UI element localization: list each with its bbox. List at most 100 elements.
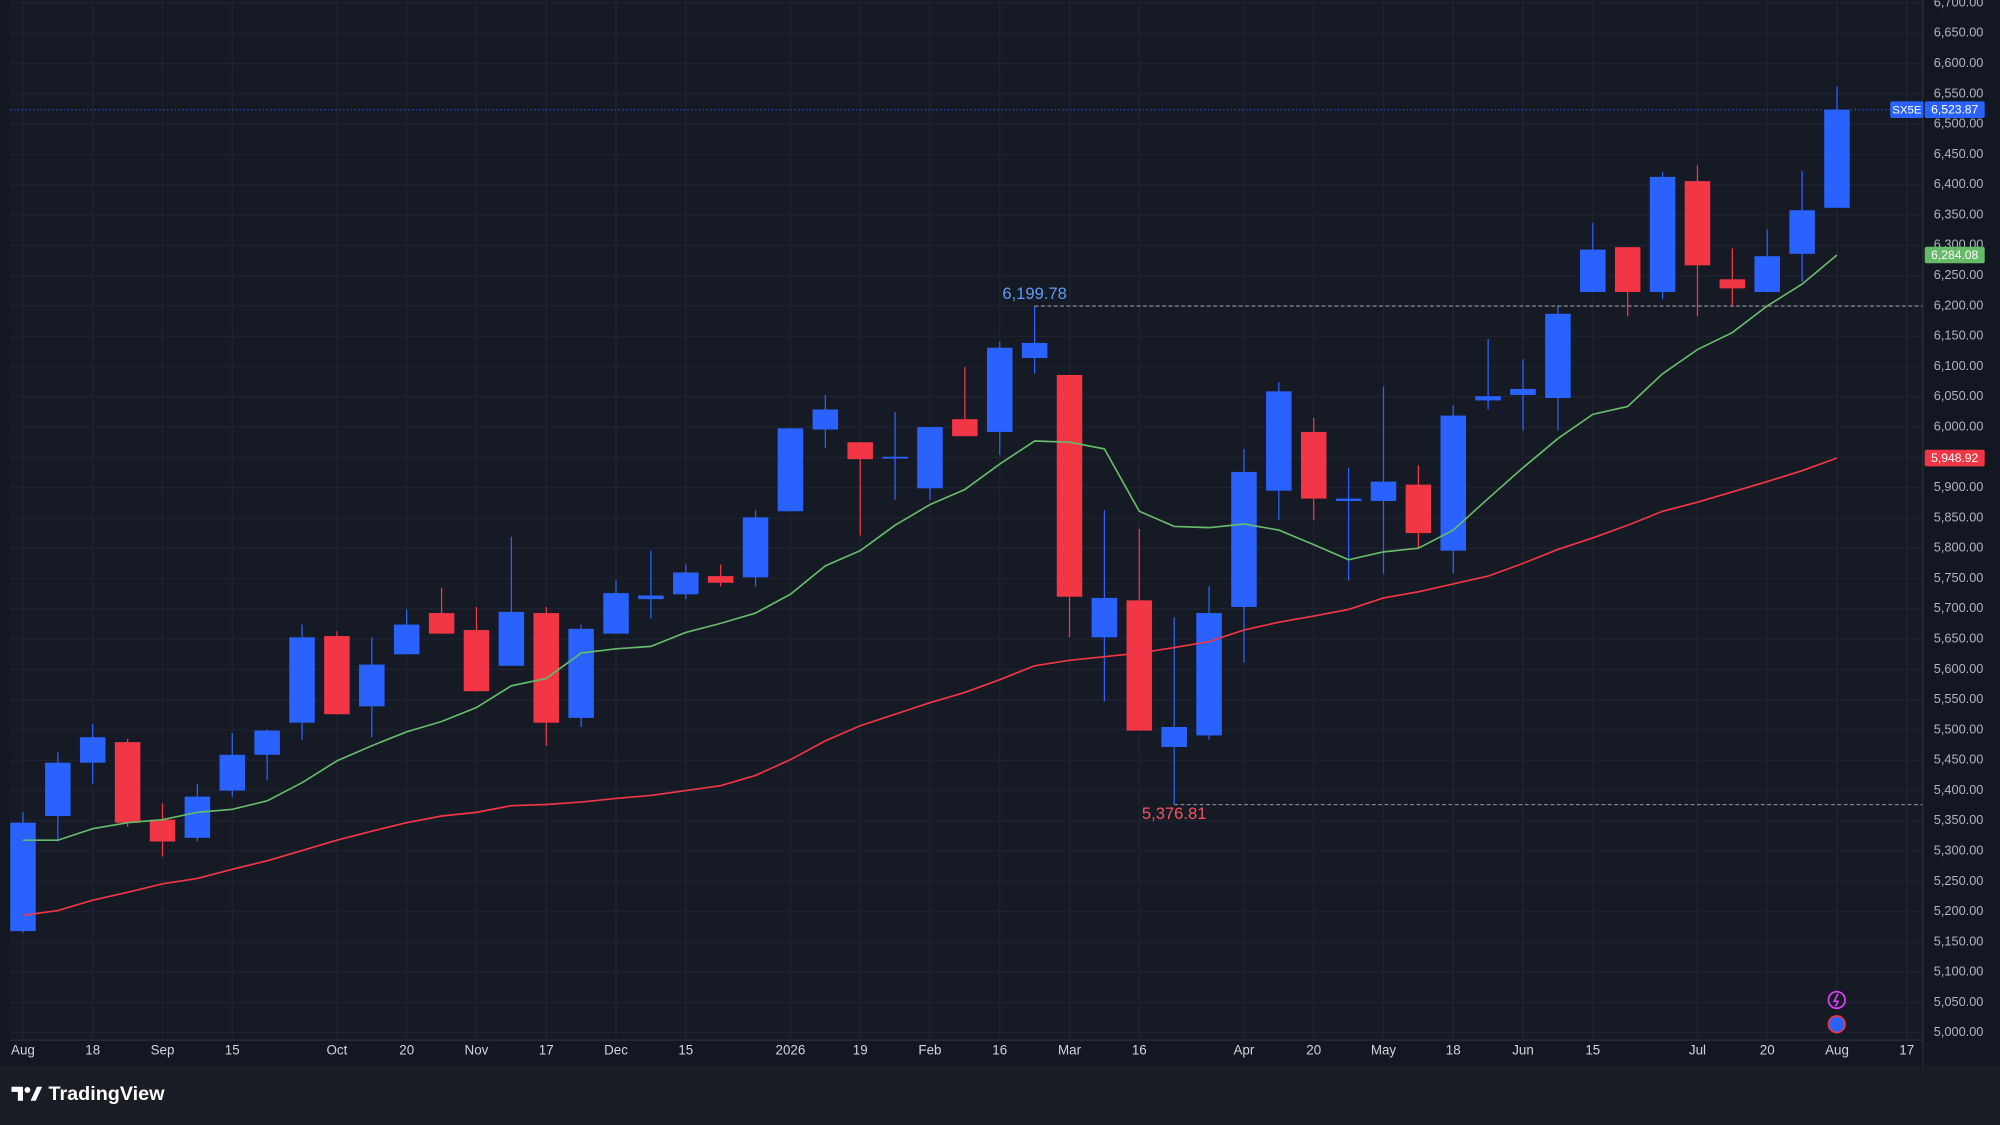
candle-body — [1335, 498, 1362, 501]
candle-body — [917, 427, 943, 489]
candle-body — [777, 428, 804, 512]
series — [10, 86, 1923, 933]
x-tick-label: 15 — [678, 1043, 693, 1058]
candle-body — [1056, 374, 1083, 597]
symbol-box — [1890, 101, 1924, 119]
x-tick-label: Oct — [327, 1043, 348, 1058]
candle-body — [45, 762, 71, 817]
y-tick-label: 6,050.00 — [1934, 388, 1984, 403]
candle-body — [1300, 431, 1327, 499]
y-tick-label: 6,100.00 — [1934, 358, 1984, 373]
y-tick-label: 5,550.00 — [1934, 691, 1984, 706]
x-tick-label: Apr — [1234, 1043, 1255, 1058]
high-marker-label: 6,199.78 — [1002, 284, 1067, 303]
candle-body — [1196, 613, 1222, 736]
candle-body — [254, 730, 280, 755]
candle-body — [1231, 471, 1257, 608]
y-tick-label: 6,350.00 — [1934, 206, 1984, 221]
alert-icon[interactable] — [1827, 990, 1846, 1010]
candle-body — [1510, 388, 1536, 395]
candle-body — [393, 624, 420, 655]
y-tick-label: 6,650.00 — [1934, 25, 1984, 40]
candle-body — [1161, 726, 1187, 747]
candle-body — [707, 576, 734, 583]
candle-body — [1475, 396, 1501, 401]
x-tick-label: Sep — [151, 1043, 175, 1058]
y-tick-label: 6,550.00 — [1934, 85, 1984, 100]
x-tick-label: 18 — [85, 1043, 100, 1058]
y-tick-label: 5,600.00 — [1934, 661, 1984, 676]
x-tick-label: 16 — [1132, 1043, 1147, 1058]
alert-glyph — [1832, 993, 1840, 1007]
candle-body — [1370, 481, 1397, 501]
y-tick-label: 5,500.00 — [1934, 721, 1984, 736]
low-marker-label: 5,376.81 — [1142, 804, 1207, 823]
candle-body — [847, 442, 873, 460]
grid — [10, 0, 1923, 1040]
candle-body — [1126, 600, 1153, 731]
candle-body — [1824, 109, 1850, 208]
x-tick-label: 20 — [1306, 1043, 1321, 1058]
candle-body — [952, 419, 978, 437]
candle-body — [1754, 256, 1780, 292]
x-tick-label: 18 — [1446, 1043, 1461, 1058]
candle-body — [1440, 415, 1467, 551]
bottom-bar — [0, 1066, 2000, 1125]
moving-average-line — [22, 254, 1838, 842]
x-tick-label: May — [1371, 1043, 1397, 1058]
candle-body — [1789, 210, 1815, 254]
candle-body — [638, 595, 664, 600]
ma-price-box — [1924, 449, 1985, 467]
y-tick-label: 6,200.00 — [1934, 297, 1984, 312]
candle-body — [882, 456, 908, 459]
moving-average-line — [22, 457, 1838, 917]
candle-body — [463, 630, 490, 692]
plot-area — [10, 0, 1923, 1040]
y-tick-label: 5,850.00 — [1934, 509, 1984, 524]
logo-mark — [11, 1086, 23, 1101]
candle-body — [219, 754, 246, 791]
symbol-label: SX5E — [1892, 104, 1922, 116]
y-tick-label: 5,450.00 — [1934, 752, 1984, 767]
y-tick-label: 5,000.00 — [1934, 1024, 1984, 1039]
y-tick-label: 6,450.00 — [1934, 146, 1984, 161]
y-tick-label: 5,050.00 — [1934, 994, 1984, 1009]
brand-logo[interactable]: TradingView — [11, 1083, 165, 1105]
x-tick-label: 20 — [399, 1043, 414, 1058]
y-tick-label: 6,500.00 — [1934, 116, 1984, 131]
y-tick-label: 5,100.00 — [1934, 964, 1984, 979]
brand-name: TradingView — [48, 1083, 165, 1105]
y-tick-label: 5,250.00 — [1934, 873, 1984, 888]
candle-body — [1266, 391, 1292, 491]
y-tick-label: 5,750.00 — [1934, 570, 1984, 585]
x-tick-label: 15 — [1585, 1043, 1600, 1058]
x-tick-label: Jun — [1512, 1043, 1534, 1058]
x-tick-label: 2026 — [776, 1043, 806, 1058]
event-icon[interactable] — [1827, 1015, 1846, 1034]
y-tick-label: 5,350.00 — [1934, 812, 1984, 827]
candle-body — [673, 572, 699, 595]
x-tick-label: 20 — [1760, 1043, 1775, 1058]
candle-body — [324, 636, 350, 715]
candle-body — [1614, 247, 1641, 292]
y-tick-label: 5,650.00 — [1934, 630, 1984, 645]
candle-body — [1580, 249, 1606, 292]
last-price-box — [1924, 101, 1985, 119]
y-tick-label: 5,700.00 — [1934, 600, 1984, 615]
x-tick-label: 19 — [853, 1043, 868, 1058]
candle-body — [986, 347, 1013, 432]
candle-body — [1091, 597, 1118, 638]
x-tick-label: 17 — [1899, 1043, 1914, 1058]
candle-body — [498, 611, 525, 666]
indicator-icons — [1827, 990, 1846, 1034]
x-tick-label: 17 — [539, 1043, 554, 1058]
x-tick-label: Mar — [1058, 1043, 1082, 1058]
ma-price-box — [1924, 246, 1985, 264]
ma-price-label: 5,948.92 — [1931, 451, 1978, 465]
candle-body — [568, 628, 594, 718]
candle-body — [1405, 484, 1432, 534]
labels: 5,000.00 5,050.00 5,100.00 5,150.00 5,200.00… — [11, 0, 1985, 1058]
y-tick-label: 6,150.00 — [1934, 328, 1984, 343]
candle-body — [812, 409, 839, 430]
y-tick-label: 6,250.00 — [1934, 267, 1984, 282]
